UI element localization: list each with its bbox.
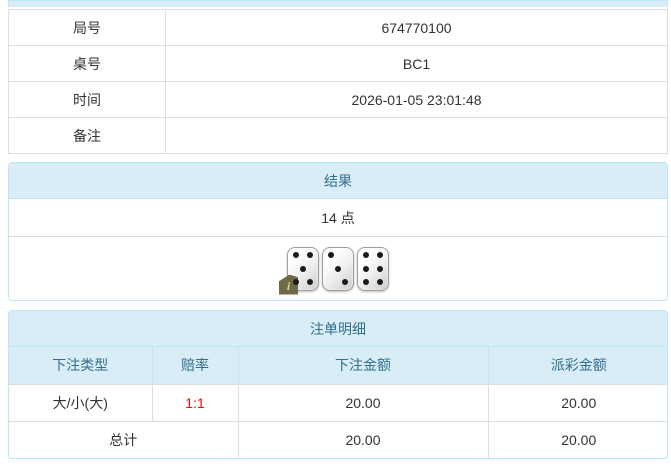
- total-payout-amount-cell: 20.00: [487, 420, 667, 458]
- payout-amount-cell: 20.00: [487, 383, 667, 422]
- table-number-value: BC1: [165, 45, 668, 82]
- info-row-round: 局号 674770100: [8, 9, 668, 46]
- round-number-value: 674770100: [165, 9, 668, 46]
- bet-row: 大/小(大) 1:1 20.00 20.00: [9, 383, 667, 422]
- die-3-icon: [357, 246, 389, 291]
- die-2-icon: [322, 246, 354, 291]
- page-content: 局号 674770100 桌号 BC1 时间 2026-01-05 23:01:…: [8, 0, 668, 459]
- info-row-time: 时间 2026-01-05 23:01:48: [8, 81, 668, 118]
- bet-details-header-row: 下注类型 赔率 下注金额 派彩金额: [9, 346, 667, 385]
- odds-cell: 1:1: [151, 383, 239, 422]
- column-header-bet-amount: 下注金额: [237, 346, 489, 385]
- result-panel-title: 结果: [9, 163, 667, 199]
- time-label: 时间: [8, 81, 166, 118]
- column-header-odds: 赔率: [151, 346, 239, 385]
- total-label-cell: 总计: [9, 420, 239, 458]
- bet-details-table: 下注类型 赔率 下注金额 派彩金额 大/小(大) 1:1 20.00 20.00…: [9, 346, 667, 458]
- bet-type-cell: 大/小(大): [9, 383, 153, 422]
- info-row-table: 桌号 BC1: [8, 45, 668, 82]
- total-bet-amount-cell: 20.00: [237, 420, 489, 458]
- column-header-bet-type: 下注类型: [9, 346, 153, 385]
- info-row-remark: 备注: [8, 117, 668, 154]
- column-header-payout-amount: 派彩金额: [487, 346, 667, 385]
- dice-result: i: [9, 237, 667, 300]
- die-1-icon: i: [279, 246, 319, 295]
- remark-label: 备注: [8, 117, 166, 154]
- time-value: 2026-01-05 23:01:48: [165, 81, 668, 118]
- bet-details-panel-title: 注单明细: [9, 311, 667, 347]
- result-panel: 结果 14 点 i: [8, 162, 668, 301]
- game-info-table: 局号 674770100 桌号 BC1 时间 2026-01-05 23:01:…: [8, 9, 668, 154]
- table-number-label: 桌号: [8, 45, 166, 82]
- bet-amount-cell: 20.00: [237, 383, 489, 422]
- cropped-panel-heading-strip: [8, 0, 668, 7]
- total-row: 总计 20.00 20.00: [9, 420, 667, 458]
- bet-details-panel: 注单明细 下注类型 赔率 下注金额 派彩金额 大/小(大) 1:1 20.00 …: [8, 310, 668, 459]
- remark-value: [165, 117, 668, 154]
- round-number-label: 局号: [8, 9, 166, 46]
- result-points: 14 点: [9, 199, 667, 237]
